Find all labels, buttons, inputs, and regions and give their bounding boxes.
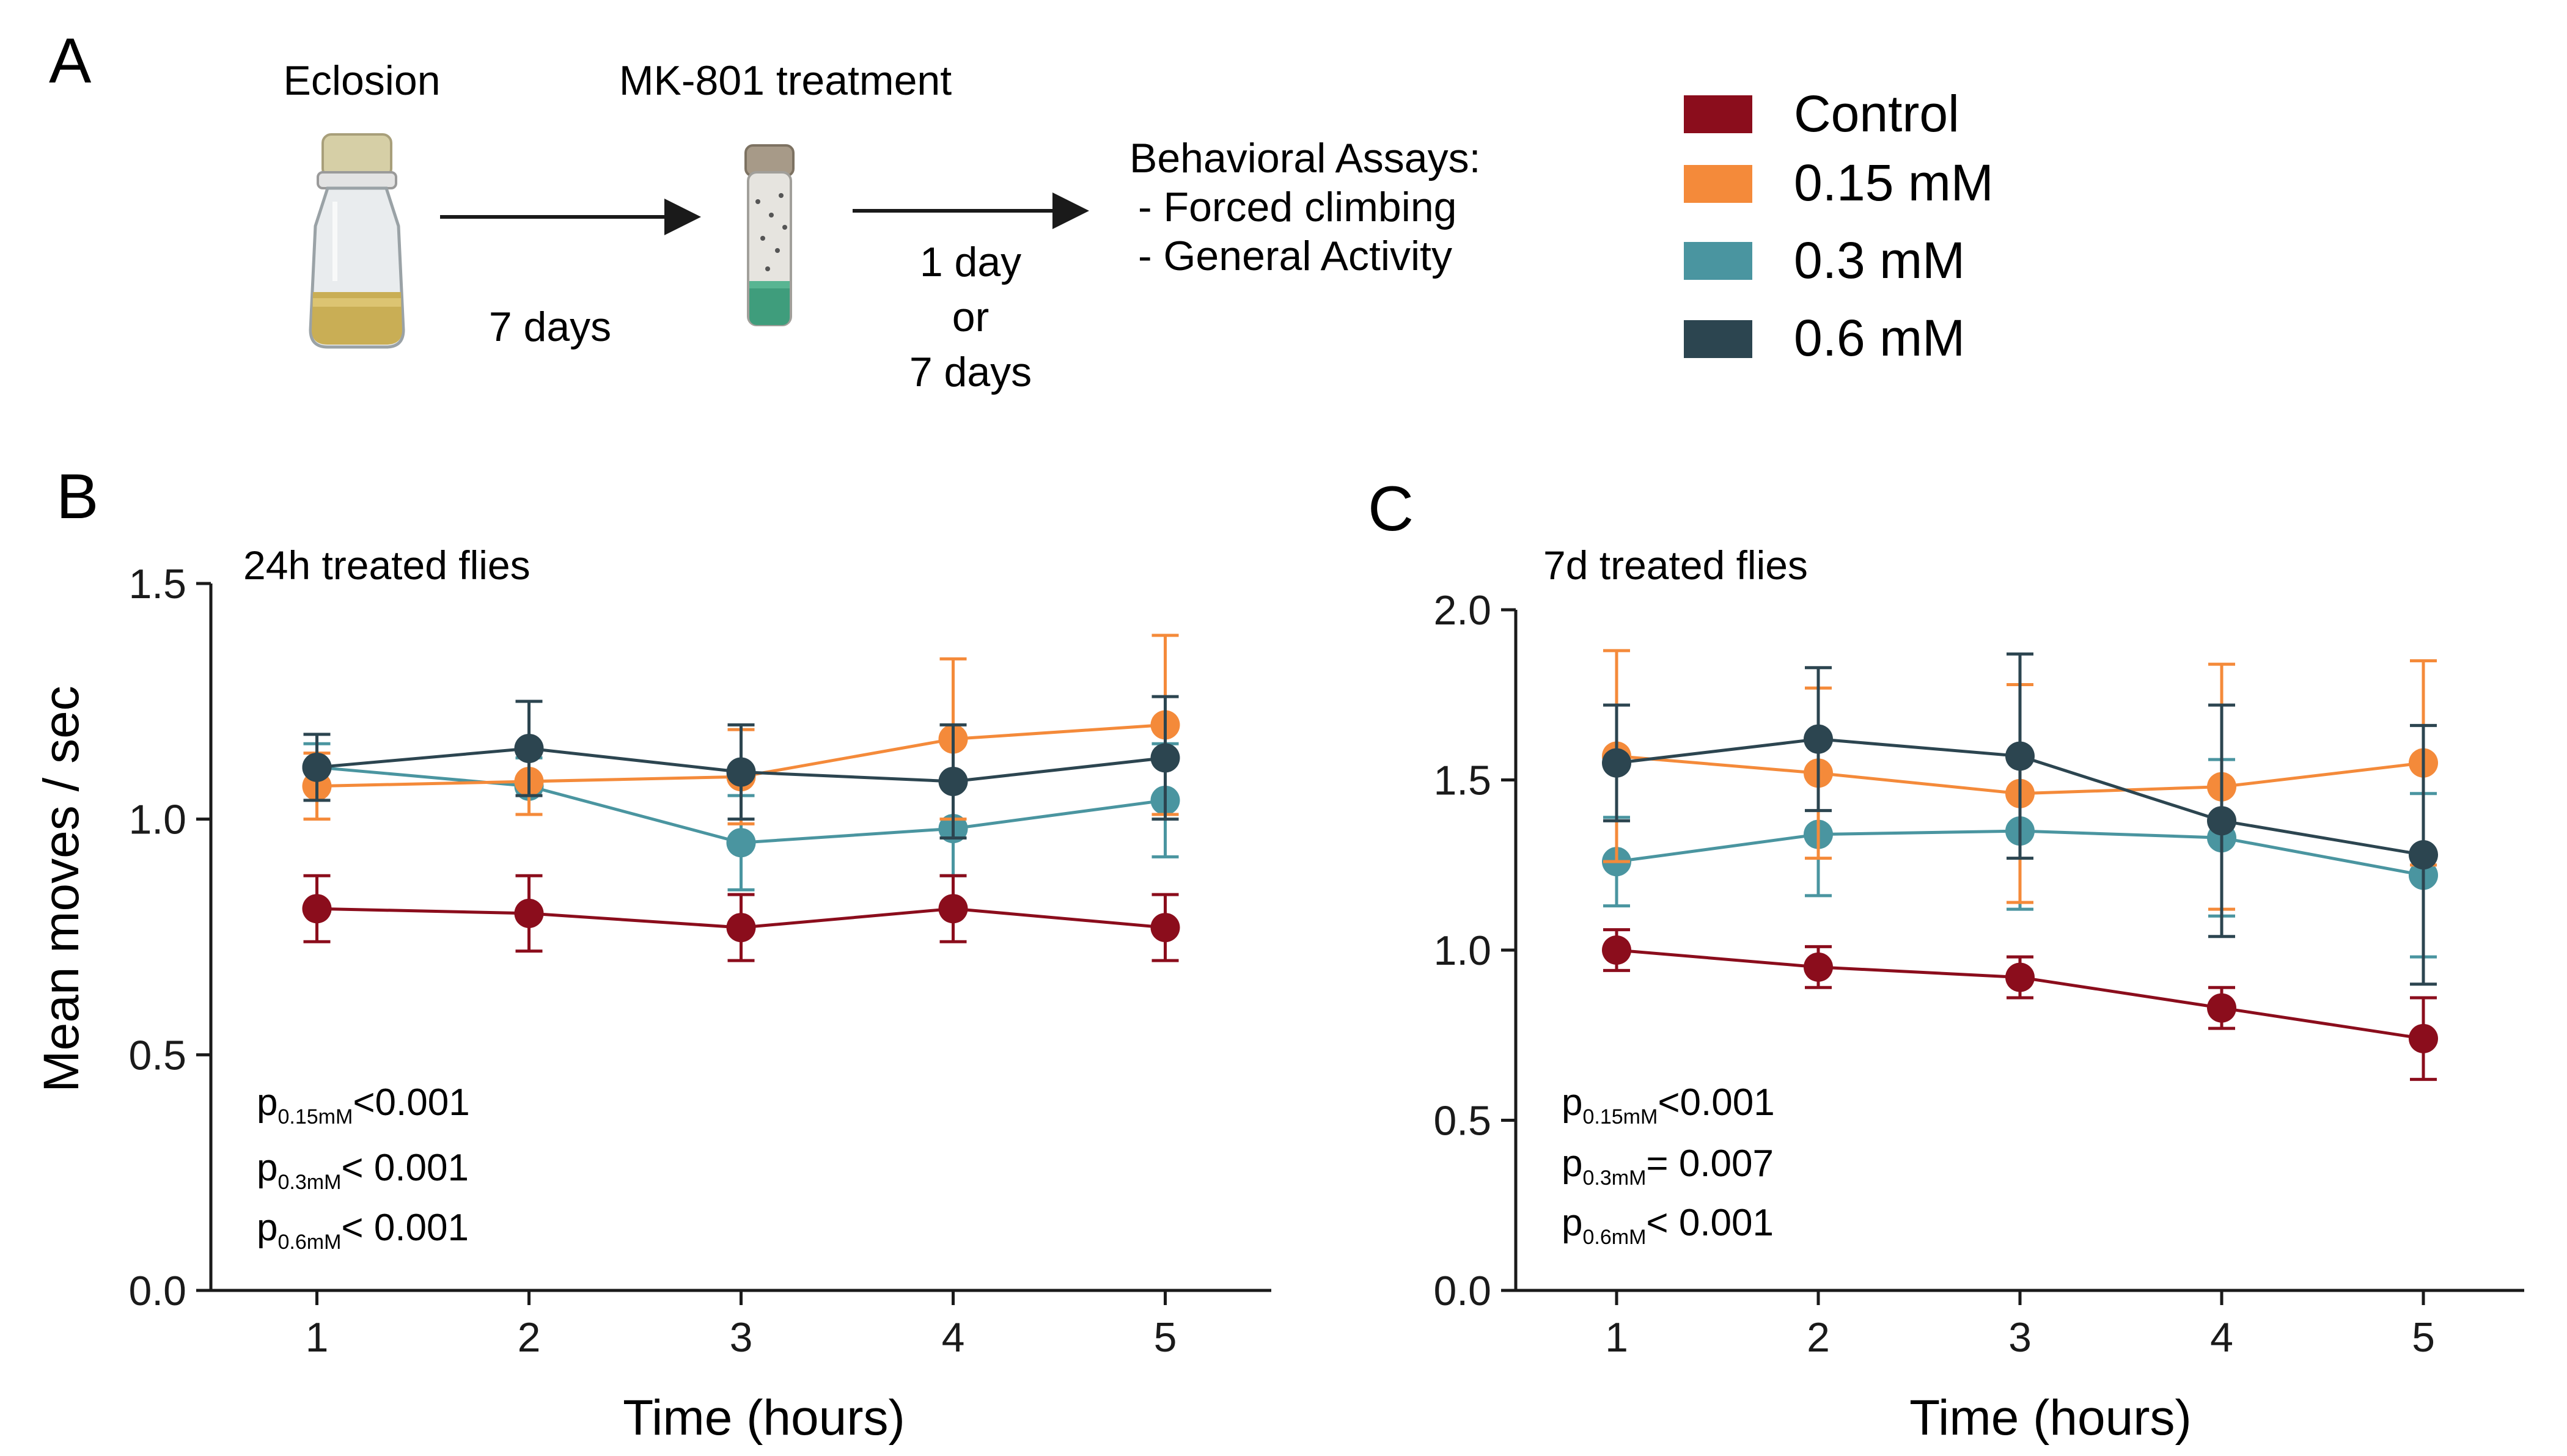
chart-b-ytick-label: 1.0	[128, 797, 186, 843]
arrow1-label: 7 days	[489, 304, 611, 350]
chart-c-pvalue-0.3mm: p0.3mM= 0.007	[1562, 1143, 1774, 1190]
legend-label-0.6mm: 0.6 mM	[1794, 309, 1965, 367]
legend-swatch-0.3mm	[1684, 242, 1752, 280]
chart-c-ytick-label: 1.5	[1433, 758, 1491, 804]
chart-c-xtick-label: 4	[2210, 1314, 2233, 1361]
chart-b-pvalue-0.15mm: p0.15mM<0.001	[257, 1081, 470, 1129]
chart-c-axes: 0.0 0.5 1.0 1.5 2.0 1 2 3 4 5	[1433, 587, 2524, 1361]
chart-b-axes: 0.0 0.5 1.0 1.5 1 2 3 4 5	[128, 561, 1271, 1361]
chart-c-series	[1602, 649, 2438, 1081]
assays-title: Behavioral Assays:	[1129, 135, 1481, 181]
bottle-icon	[309, 133, 405, 349]
chart-b-xlabel: Time (hours)	[623, 1390, 905, 1446]
chart-c-point-control	[2005, 962, 2035, 992]
chart-b-series	[302, 634, 1180, 962]
assay-item-activity: - General Activity	[1138, 233, 1452, 279]
panel-a: A Eclosion MK-801 treatment 7 days	[49, 26, 1481, 395]
chart-b-ylabel: Mean moves / sec	[34, 686, 89, 1092]
chart-c-point-control	[1602, 935, 1631, 965]
chart-c-ytick-label: 1.0	[1433, 927, 1491, 974]
legend-item-0.6mm: 0.6 mM	[1684, 309, 1965, 367]
chart-c-pvalue-0.6mm: p0.6mM< 0.001	[1562, 1202, 1774, 1249]
chart-c-ytick-label: 0.0	[1433, 1268, 1491, 1314]
chart-c-ytick-label: 0.5	[1433, 1098, 1491, 1144]
chart-b-pvalue-0.6mm: p0.6mM< 0.001	[257, 1207, 469, 1254]
chart-c-xtick-label: 3	[2008, 1314, 2032, 1361]
arrow2-label-3: 7 days	[909, 349, 1032, 395]
chart-c-pvalues: p0.15mM<0.001 p0.3mM= 0.007 p0.6mM< 0.00…	[1562, 1081, 1775, 1249]
chart-b-point-control	[726, 913, 756, 943]
chart-b-point-control	[1150, 913, 1180, 943]
chart-b-point-0.6mm	[938, 766, 968, 796]
chart-c-title: 7d treated flies	[1543, 543, 1808, 588]
panel-b-letter: B	[56, 461, 98, 532]
chart-c-point-0.6mm	[1602, 748, 1631, 778]
chart-b-ytick-label: 1.5	[128, 561, 186, 607]
chart-c-ytick-label: 2.0	[1433, 587, 1491, 634]
chart-b-xtick-label: 2	[518, 1314, 541, 1361]
chart-b-series-control	[302, 874, 1180, 962]
legend-label-0.3mm: 0.3 mM	[1794, 232, 1965, 289]
treatment-label: MK-801 treatment	[619, 57, 952, 104]
chart-c-xtick-label: 2	[1807, 1314, 1830, 1361]
chart-b-ytick-label: 0.5	[128, 1032, 186, 1078]
legend-item-0.15mm: 0.15 mM	[1684, 154, 1994, 211]
chart-b-pvalues: p0.15mM<0.001 p0.3mM< 0.001 p0.6mM< 0.00…	[257, 1081, 470, 1254]
panel-a-letter: A	[49, 26, 92, 97]
chart-b-xtick-label: 5	[1154, 1314, 1177, 1361]
chart-b-point-control	[302, 894, 332, 924]
chart-b-point-control	[938, 894, 968, 924]
legend: Control 0.15 mM 0.3 mM 0.6 mM	[1684, 85, 1994, 367]
chart-b-xtick-label: 3	[730, 1314, 753, 1361]
chart-b-title: 24h treated flies	[243, 543, 531, 588]
legend-label-0.15mm: 0.15 mM	[1794, 154, 1994, 211]
chart-b-pvalue-0.3mm: p0.3mM< 0.001	[257, 1147, 469, 1194]
chart-b-point-0.6mm	[726, 757, 756, 787]
chart-b-point-0.6mm	[302, 752, 332, 782]
arrow2-label-2: or	[952, 294, 989, 340]
chart-c-point-0.6mm	[2409, 840, 2438, 870]
chart-panel-c: C 7d treated flies Time (hours) 0.0 0.5 1.…	[1368, 474, 2524, 1446]
chart-b-xtick-label: 1	[306, 1314, 329, 1361]
chart-b-point-control	[514, 898, 544, 928]
legend-swatch-control	[1684, 95, 1752, 133]
chart-c-point-0.6mm	[1804, 724, 1833, 754]
chart-c-series-control	[1602, 928, 2438, 1081]
chart-b-point-0.6mm	[1150, 743, 1180, 773]
panel-c-letter: C	[1368, 474, 1414, 544]
chart-panel-b: B 24h treated flies Mean moves / sec Tim…	[34, 461, 1271, 1446]
chart-c-pvalue-0.15mm: p0.15mM<0.001	[1562, 1081, 1775, 1129]
chart-b-ytick-label: 0.0	[128, 1268, 186, 1314]
chart-c-point-0.6mm	[2207, 806, 2236, 836]
eclosion-label: Eclosion	[283, 57, 440, 104]
legend-item-control: Control	[1684, 85, 1959, 142]
legend-label-control: Control	[1794, 85, 1959, 142]
chart-c-point-0.6mm	[2005, 741, 2035, 771]
chart-c-point-control	[2409, 1023, 2438, 1053]
chart-c-xtick-label: 5	[2412, 1314, 2435, 1361]
legend-swatch-0.6mm	[1684, 320, 1752, 358]
chart-b-xtick-label: 4	[942, 1314, 965, 1361]
assay-item-climbing: - Forced climbing	[1138, 184, 1457, 230]
legend-swatch-0.15mm	[1684, 165, 1752, 203]
chart-c-point-control	[2207, 993, 2236, 1023]
chart-b-series-0.6mm	[302, 695, 1180, 840]
chart-c-series-0.6mm	[1602, 652, 2438, 986]
chart-c-xtick-label: 1	[1605, 1314, 1628, 1361]
chart-c-xlabel: Time (hours)	[1909, 1390, 2192, 1446]
vial-icon	[744, 144, 795, 326]
chart-b-point-0.3mm	[726, 828, 756, 858]
chart-b-point-0.6mm	[514, 733, 544, 763]
chart-c-point-control	[1804, 952, 1833, 982]
arrow2-label-1: 1 day	[920, 239, 1021, 285]
legend-item-0.3mm: 0.3 mM	[1684, 232, 1965, 289]
